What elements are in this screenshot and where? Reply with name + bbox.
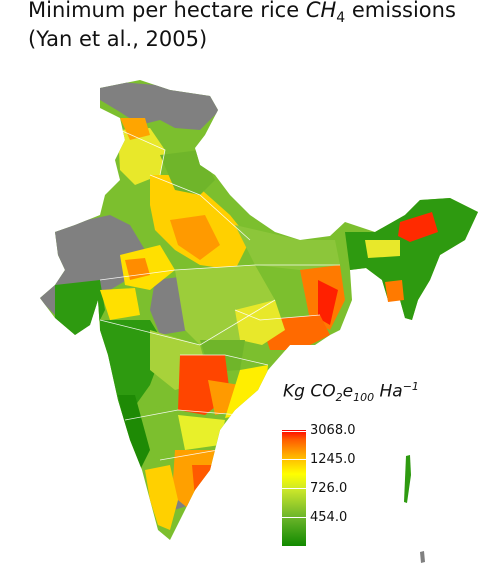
legend-tick-label-3: 726.0 — [310, 481, 348, 496]
legend-tick-mark-3 — [282, 488, 306, 489]
legend-tick-label-4: 454.0 — [310, 510, 348, 525]
title-line-1: Minimum per hectare rice CH4 emissions — [28, 0, 456, 27]
legend-tick-mark-1 — [282, 431, 306, 432]
region-tamil-nadu-red — [192, 465, 212, 498]
region-tripura — [385, 280, 404, 302]
title-line-2: (Yan et al., 2005) — [28, 27, 208, 52]
region-up-orange — [170, 215, 220, 260]
region-northeast — [345, 198, 478, 320]
region-bihar — [235, 225, 340, 270]
andaman-islands — [404, 455, 411, 503]
region-punjab — [118, 128, 165, 185]
region-west-bengal-red — [318, 280, 338, 325]
boundary-state-5 — [159, 449, 219, 461]
region-kerala — [145, 465, 178, 530]
region-rayalaseema — [178, 415, 225, 450]
region-assam-yellow — [365, 240, 400, 258]
legend-tick-mark-2 — [282, 459, 306, 460]
region-chhattisgarh — [235, 300, 285, 345]
legend-tick-label-2: 1245.0 — [310, 452, 356, 467]
legend-title: Kg CO2e100 Ha−1 — [283, 380, 419, 405]
region-assam-red — [398, 212, 438, 242]
boundary-state-2 — [99, 264, 340, 281]
region-gujarat-green — [55, 280, 105, 335]
region-gujarat-yellow — [100, 288, 140, 320]
nicobar-islands — [420, 551, 425, 563]
boundary-state-4 — [124, 409, 241, 421]
legend-tick-label-1: 3068.0 — [310, 423, 356, 438]
map-regions — [40, 80, 478, 563]
legend-tick-mark-4 — [282, 517, 306, 518]
boundary-state-7 — [180, 354, 269, 366]
boundary-state-6 — [234, 309, 321, 321]
region-punjab-hot — [120, 118, 150, 140]
region-coastal-andhra — [225, 365, 268, 418]
map-title: Minimum per hectare rice CH4 emissions (… — [28, 0, 456, 50]
region-karnataka-coast — [118, 395, 150, 470]
boundary-state-8 — [119, 129, 166, 176]
boundary-state-3 — [99, 299, 276, 346]
boundary-state-1 — [149, 174, 251, 241]
